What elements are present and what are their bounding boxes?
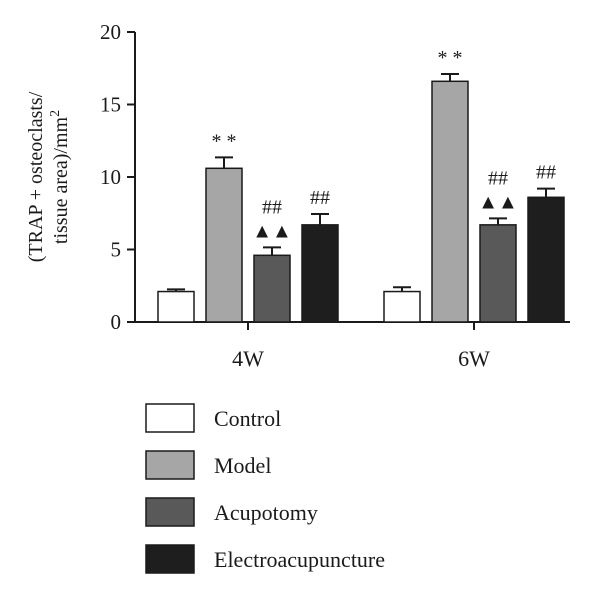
significance-label: ## — [262, 196, 282, 218]
legend-label: Electroacupuncture — [214, 547, 385, 572]
bar — [431, 80, 469, 323]
significance-label: * * — [438, 47, 463, 69]
y-tick-label: 0 — [111, 310, 122, 334]
bars: * *▲▲## ##* *▲▲## ## — [157, 47, 565, 323]
bar — [479, 224, 517, 323]
y-axis-title-superscript: 2 — [48, 110, 63, 117]
legend-swatch — [145, 450, 195, 480]
legend-swatch — [145, 403, 195, 433]
significance-triangle-label: ▲▲ — [252, 220, 292, 242]
legend: Control Model Acupotomy Electroacupuncture — [145, 403, 385, 574]
y-tick-label: 15 — [100, 93, 121, 117]
bar — [527, 196, 565, 323]
legend-swatch — [145, 544, 195, 574]
bar — [253, 254, 291, 323]
significance-label: ## — [536, 162, 556, 184]
legend-label: Acupotomy — [214, 500, 318, 525]
legend-label: Model — [214, 453, 271, 478]
bar — [383, 290, 421, 323]
y-axis-title-line2: tissue area)/mm2 — [48, 110, 72, 244]
significance-triangle-label: ▲▲ — [478, 191, 518, 213]
x-category-label: 6W — [458, 346, 490, 371]
significance-label: * * — [212, 130, 237, 152]
significance-label: ## — [488, 167, 508, 189]
bar — [157, 290, 195, 323]
bar — [301, 224, 339, 323]
x-labels: 4W 6W — [232, 322, 490, 371]
y-tick-label: 5 — [111, 238, 122, 262]
x-category-label: 4W — [232, 346, 264, 371]
y-ticks: 0 5 10 15 20 — [100, 20, 135, 334]
y-tick-label: 20 — [100, 20, 121, 44]
significance-label: ## — [310, 187, 330, 209]
y-tick-label: 10 — [100, 165, 121, 189]
legend-swatch — [145, 497, 195, 527]
bar — [205, 167, 243, 323]
y-axis-title-line1: (TRAP + osteoclasts/ — [25, 91, 47, 262]
legend-label: Control — [214, 406, 281, 431]
